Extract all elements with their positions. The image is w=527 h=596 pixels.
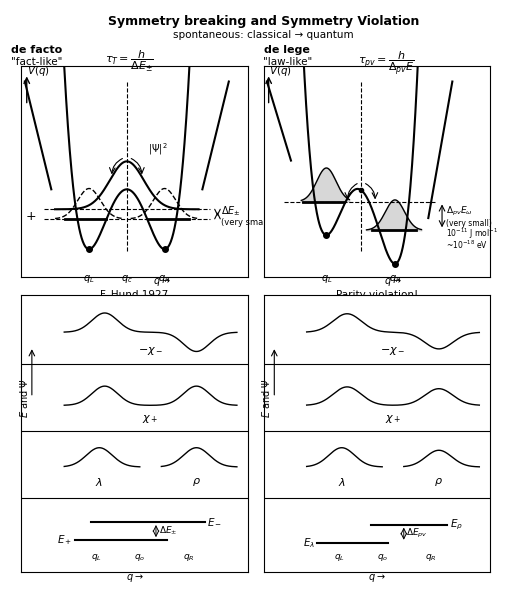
Text: $q\rightarrow$: $q\rightarrow$ <box>153 275 171 287</box>
Text: $-\chi_-$: $-\chi_-$ <box>138 346 163 358</box>
Text: $q_L$: $q_L$ <box>91 552 102 563</box>
Text: F. Hund 1927: F. Hund 1927 <box>100 290 169 300</box>
Text: spontaneous: classical → quantum: spontaneous: classical → quantum <box>173 30 354 40</box>
Text: $q_L$: $q_L$ <box>334 552 345 563</box>
Text: $E_+$: $E_+$ <box>57 533 72 547</box>
Text: $q_o$: $q_o$ <box>134 552 145 563</box>
Text: $\rho$: $\rho$ <box>192 476 201 488</box>
Text: $q_R$: $q_R$ <box>182 552 194 563</box>
Text: $q_R$: $q_R$ <box>389 273 401 285</box>
Text: $10^{-11}$ J mol$^{-1}$: $10^{-11}$ J mol$^{-1}$ <box>446 227 498 241</box>
Text: de facto: de facto <box>11 45 62 55</box>
Text: ~$10^{-18}$ eV: ~$10^{-18}$ eV <box>446 238 488 251</box>
Text: $V(q)$: $V(q)$ <box>27 64 50 77</box>
Text: $q_c$: $q_c$ <box>121 273 133 285</box>
Text: $E_-$: $E_-$ <box>207 517 222 527</box>
Text: $\tau_{pv} = \dfrac{h}{\Delta_{pv}E}$: $\tau_{pv} = \dfrac{h}{\Delta_{pv}E}$ <box>358 49 415 77</box>
Text: $\Delta E_{pv}$: $\Delta E_{pv}$ <box>406 527 428 540</box>
Text: $q_R$: $q_R$ <box>425 552 436 563</box>
Text: $\lambda$: $\lambda$ <box>95 476 103 488</box>
Text: $\tau_T = \dfrac{h}{\Delta E_{\pm}}$: $\tau_T = \dfrac{h}{\Delta E_{\pm}}$ <box>105 49 154 74</box>
Text: $q\rightarrow$: $q\rightarrow$ <box>125 572 143 583</box>
Text: $q\rightarrow$: $q\rightarrow$ <box>384 275 402 287</box>
Text: Symmetry breaking and Symmetry Violation: Symmetry breaking and Symmetry Violation <box>108 15 419 28</box>
Text: $q_R$: $q_R$ <box>159 273 171 285</box>
Text: $V(q)$: $V(q)$ <box>269 64 291 77</box>
Text: $|\Psi|^2$: $|\Psi|^2$ <box>148 141 168 157</box>
Text: $\chi_+$: $\chi_+$ <box>385 414 401 426</box>
Text: $\rho$: $\rho$ <box>434 476 443 488</box>
Text: $E$ and $\Psi$: $E$ and $\Psi$ <box>260 378 272 418</box>
Text: "fact-like": "fact-like" <box>11 57 62 67</box>
Text: $\chi_+$: $\chi_+$ <box>142 414 159 426</box>
Text: $\Delta E_{\pm}$: $\Delta E_{\pm}$ <box>159 525 177 538</box>
Text: $E_\rho$: $E_\rho$ <box>450 517 463 532</box>
Text: $E_\lambda$: $E_\lambda$ <box>302 536 315 550</box>
Text: $\Delta E_{\pm}$: $\Delta E_{\pm}$ <box>221 204 241 218</box>
Text: +: + <box>25 210 36 223</box>
Text: Parity violation!: Parity violation! <box>336 290 418 300</box>
Text: $q_o$: $q_o$ <box>376 552 388 563</box>
Text: $q_L$: $q_L$ <box>320 273 332 285</box>
Text: $E$ and $\Psi$: $E$ and $\Psi$ <box>18 378 30 418</box>
Text: "law-like": "law-like" <box>264 57 313 67</box>
Text: (very small): (very small) <box>221 218 271 226</box>
Text: $\lambda$: $\lambda$ <box>338 476 346 488</box>
Text: $q\rightarrow$: $q\rightarrow$ <box>368 572 386 583</box>
Text: $q_L$: $q_L$ <box>83 273 95 285</box>
Text: $\Delta_{pv}E_{\omega}$: $\Delta_{pv}E_{\omega}$ <box>446 206 473 219</box>
Text: (very small): (very small) <box>446 219 492 228</box>
Text: de lege: de lege <box>264 45 309 55</box>
Text: $-\chi_-$: $-\chi_-$ <box>380 346 405 358</box>
